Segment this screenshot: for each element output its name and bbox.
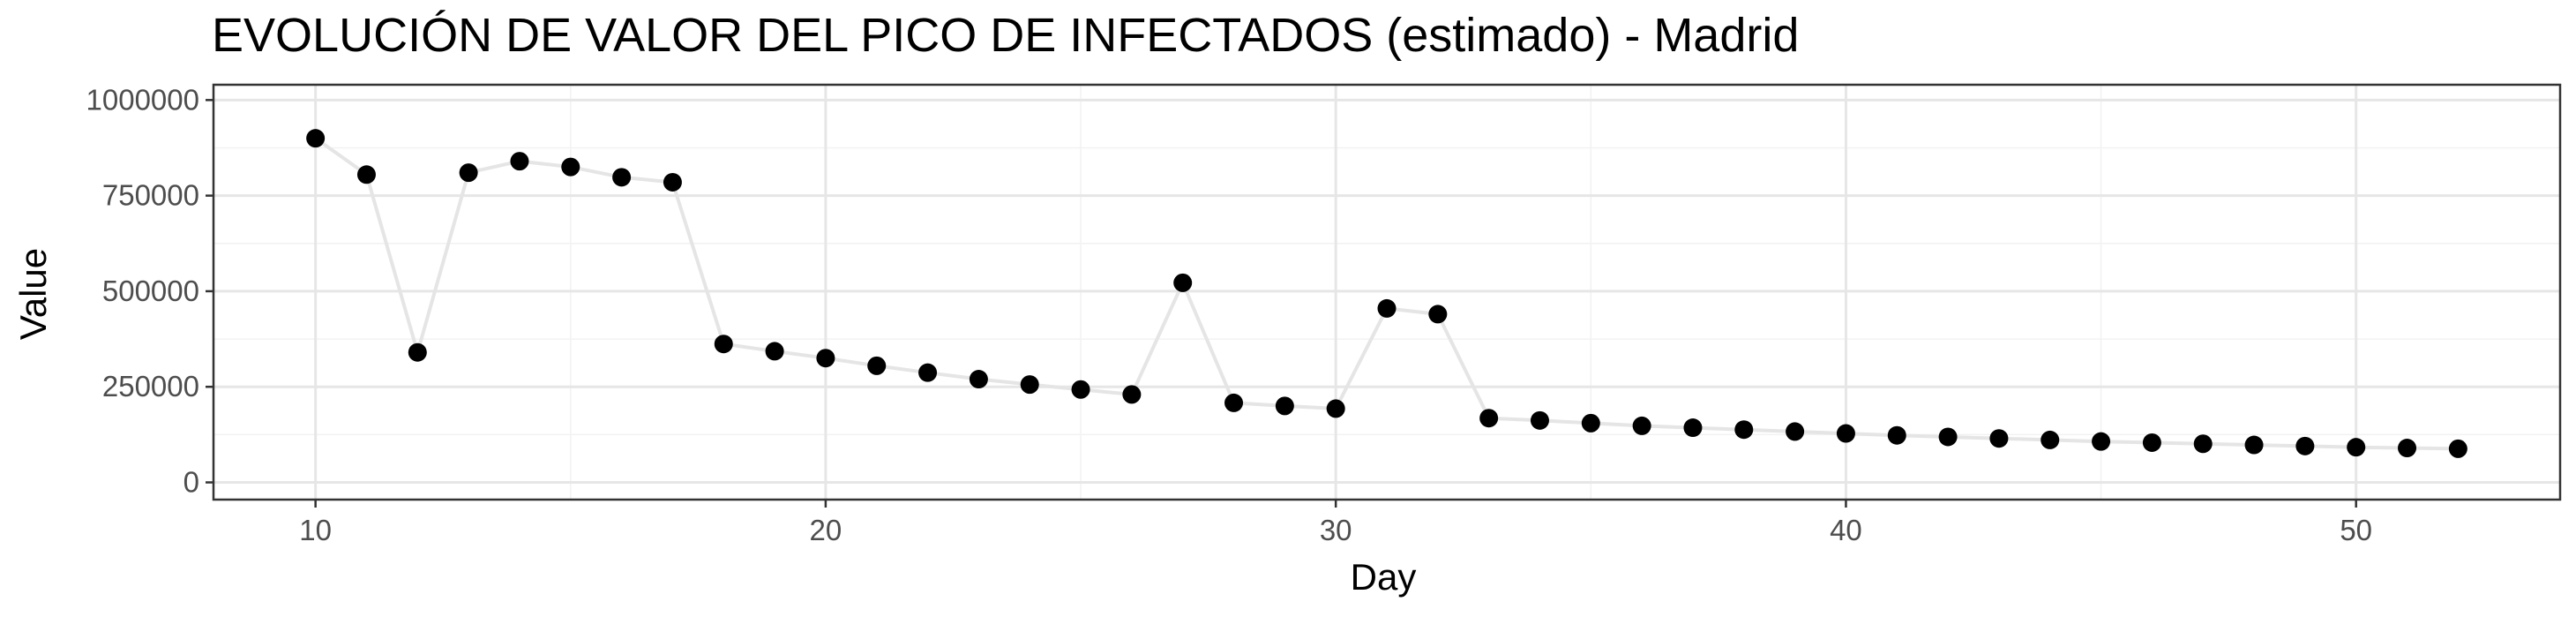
data-point	[2448, 439, 2467, 458]
data-point	[2347, 438, 2366, 457]
data-point	[2142, 433, 2161, 452]
data-point	[969, 370, 988, 389]
data-point	[1122, 385, 1142, 404]
data-point	[1836, 424, 1855, 443]
y-tick-label: 0	[183, 466, 199, 499]
y-axis-title: Value	[12, 248, 54, 340]
data-point	[561, 157, 580, 177]
x-tick-label: 30	[1320, 514, 1352, 546]
data-point	[1275, 396, 1294, 416]
data-point	[1224, 393, 1244, 412]
data-point	[1071, 380, 1090, 399]
data-point	[2041, 430, 2060, 449]
data-point	[1173, 273, 1193, 292]
data-point	[2244, 435, 2264, 455]
data-point	[1683, 418, 1703, 438]
data-point	[816, 349, 835, 368]
data-point	[510, 152, 529, 171]
data-point	[1479, 409, 1499, 428]
series-line-layer	[314, 136, 2459, 451]
data-point	[1734, 420, 1754, 440]
data-point	[1428, 305, 1448, 324]
data-point	[1989, 429, 2009, 448]
y-tick-label: 500000	[102, 275, 199, 307]
series-line	[314, 136, 2459, 451]
data-point	[1581, 413, 1600, 433]
y-tick-label: 750000	[102, 179, 199, 212]
chart-title: EVOLUCIÓN DE VALOR DEL PICO DE INFECTADO…	[212, 9, 1799, 62]
x-tick-label: 20	[810, 514, 842, 546]
data-point	[1938, 427, 1958, 447]
data-point	[1377, 298, 1397, 318]
data-point	[1530, 410, 1549, 430]
data-point	[1326, 399, 1345, 418]
data-point	[714, 335, 733, 354]
data-point	[1020, 375, 1039, 395]
data-point	[612, 168, 632, 187]
y-tick-label: 1000000	[86, 83, 199, 116]
data-point	[306, 129, 326, 148]
data-point	[459, 163, 478, 183]
grid-layer	[213, 85, 2560, 500]
data-point	[1632, 416, 1651, 435]
data-point	[765, 342, 784, 361]
data-point	[663, 172, 682, 192]
data-point	[1887, 425, 1906, 445]
y-tick-label: 250000	[102, 370, 199, 403]
x-tick-label: 40	[1830, 514, 1862, 546]
data-point	[408, 342, 427, 362]
axis-layer: 0 250000 500000 750000 1000000 10 20 30 40 50	[86, 83, 2373, 546]
data-point	[2295, 436, 2315, 455]
x-tick-label: 50	[2340, 514, 2372, 546]
x-axis-title: Day	[1351, 556, 1417, 598]
data-point	[356, 165, 376, 184]
x-tick-label: 10	[299, 514, 332, 546]
data-point	[2398, 439, 2417, 458]
data-point	[867, 356, 887, 375]
data-point	[2193, 434, 2213, 454]
data-point	[918, 363, 938, 382]
data-point	[2092, 432, 2111, 451]
data-point	[1786, 422, 1805, 441]
data-point-layer	[306, 129, 2467, 458]
